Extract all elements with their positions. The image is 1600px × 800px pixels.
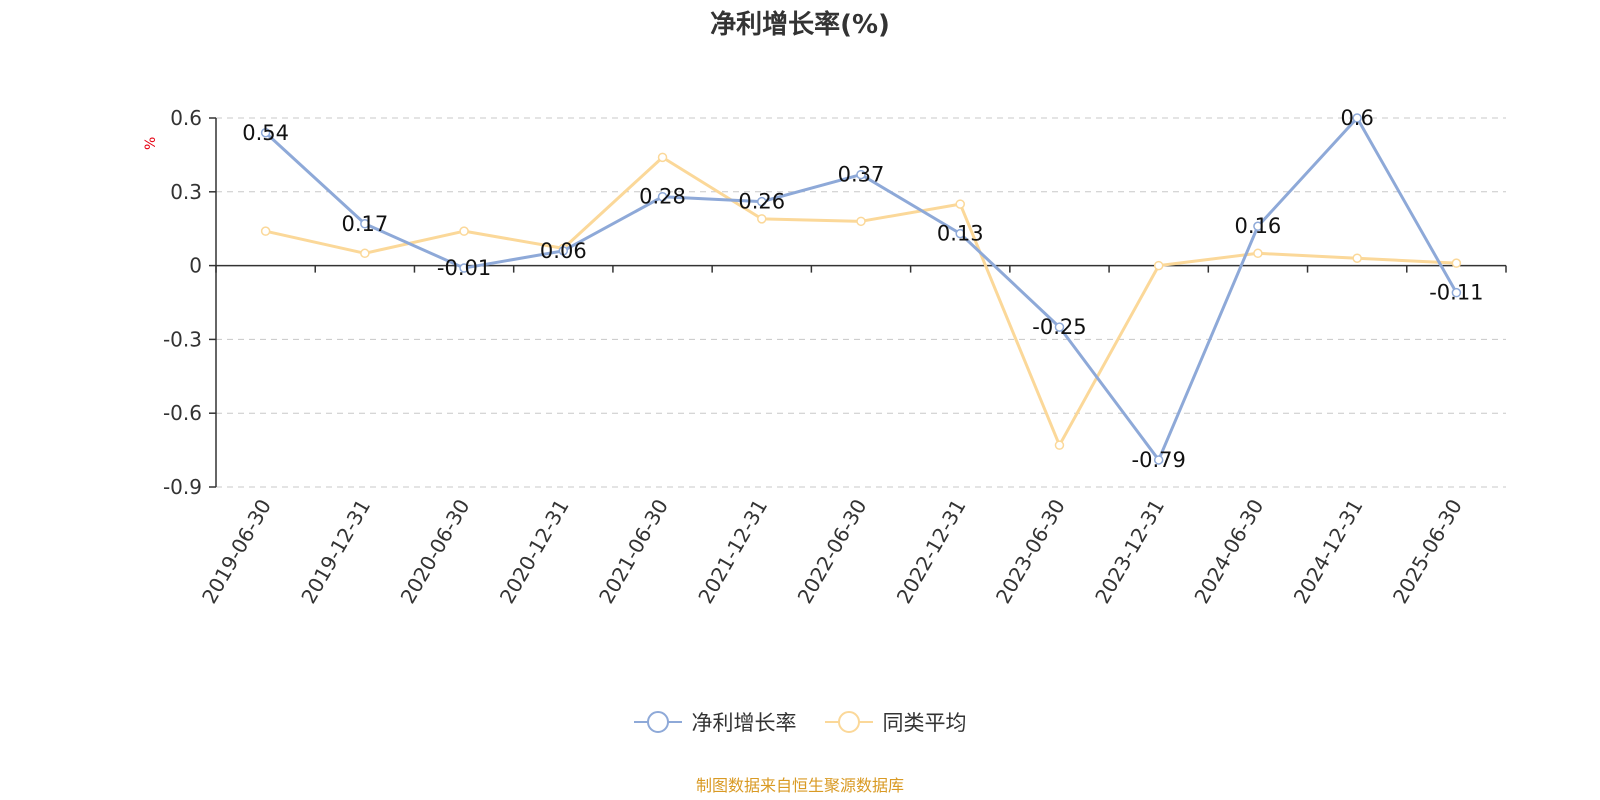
x-tick-label: 2023-12-31 [1090, 495, 1169, 608]
data-point-series2 [1054, 440, 1065, 450]
data-label: 0.06 [540, 239, 587, 263]
y-tick-label: 0.3 [170, 180, 202, 204]
y-tick-label: -0.9 [163, 475, 202, 499]
data-point-series2 [1352, 253, 1362, 263]
legend-label-series1: 净利增长率 [691, 711, 797, 735]
x-tick-label: 2019-12-31 [296, 495, 375, 608]
data-point-series2 [856, 216, 866, 227]
data-point-series1 [459, 263, 469, 273]
data-label: 0.54 [242, 121, 289, 145]
x-tick-label: 2022-06-30 [792, 495, 871, 608]
data-label: 0.26 [738, 190, 785, 214]
data-point-series1 [955, 228, 965, 239]
legend: 净利增长率 同类平均 [0, 707, 1600, 737]
y-axis-unit-label: % [143, 136, 159, 150]
legend-circle-icon [633, 711, 682, 733]
legend-item-series2[interactable]: 同类平均 [824, 707, 967, 737]
data-point-series1 [360, 219, 370, 229]
data-point-series2 [657, 152, 668, 163]
data-point-series1 [657, 191, 668, 202]
data-point-series1 [260, 128, 271, 138]
data-point-series2 [757, 214, 767, 224]
y-tick-label: -0.6 [163, 401, 202, 425]
data-point-series1 [1352, 113, 1362, 123]
data-label: 0.16 [1235, 214, 1282, 238]
x-tick-label: 2025-06-30 [1388, 495, 1467, 608]
series-layer [260, 113, 1462, 465]
chart-title: 净利增长率(%) [710, 10, 890, 40]
data-point-series2 [459, 226, 469, 236]
data-point-series1 [1253, 221, 1263, 231]
data-label: -0.11 [1429, 281, 1483, 305]
data-point-series1 [856, 169, 866, 180]
x-tick-label: 2021-06-30 [594, 495, 673, 608]
data-point-series1 [558, 246, 569, 256]
data-label: -0.25 [1032, 315, 1086, 339]
label-layer: 0.54 0.17 -0.01 0.06 0.28 0.26 0.37 0.13 -0.25 -0… [242, 106, 1483, 472]
series-line-series2 [265, 155, 1457, 447]
x-tick-label: 2023-06-30 [991, 495, 1070, 608]
x-tick-label: 2024-12-31 [1289, 495, 1368, 608]
x-tick-label: 2022-12-31 [892, 495, 971, 608]
data-label: -0.79 [1132, 448, 1186, 472]
data-label: 0.37 [838, 163, 885, 187]
data-label: 0.28 [639, 185, 686, 209]
x-tick-label: 2021-12-31 [693, 495, 772, 608]
data-label: -0.01 [437, 256, 491, 280]
source-note: 制图数据来自恒生聚源数据库 [695, 776, 904, 795]
data-point-series2 [1153, 260, 1164, 271]
data-point-series1 [1054, 322, 1065, 332]
y-tick-label: 0 [189, 254, 202, 278]
data-label: 0.6 [1340, 106, 1373, 130]
data-point-series2 [955, 199, 965, 209]
data-point-series2 [360, 248, 370, 259]
x-tick-label: 2019-06-30 [197, 495, 276, 608]
data-label: 0.17 [341, 212, 388, 236]
data-label: 0.13 [937, 222, 984, 246]
x-tick-label: 2024-06-30 [1189, 495, 1268, 608]
data-point-series2 [1451, 258, 1462, 268]
grid-layer [216, 117, 1506, 488]
x-tick-label: 2020-06-30 [396, 495, 475, 608]
legend-label-series2: 同类平均 [882, 711, 967, 735]
legend-item-series1[interactable]: 净利增长率 [633, 707, 797, 737]
data-point-series2 [1253, 248, 1263, 259]
legend-circle-icon [824, 711, 873, 733]
y-tick-label: 0.6 [170, 106, 202, 130]
data-point-series1 [1153, 455, 1164, 465]
data-point-series2 [260, 226, 271, 236]
x-tick-label: 2020-12-31 [495, 495, 574, 608]
data-point-series1 [757, 196, 767, 207]
y-tick-label: -0.3 [163, 327, 202, 351]
data-point-series1 [1451, 287, 1462, 298]
